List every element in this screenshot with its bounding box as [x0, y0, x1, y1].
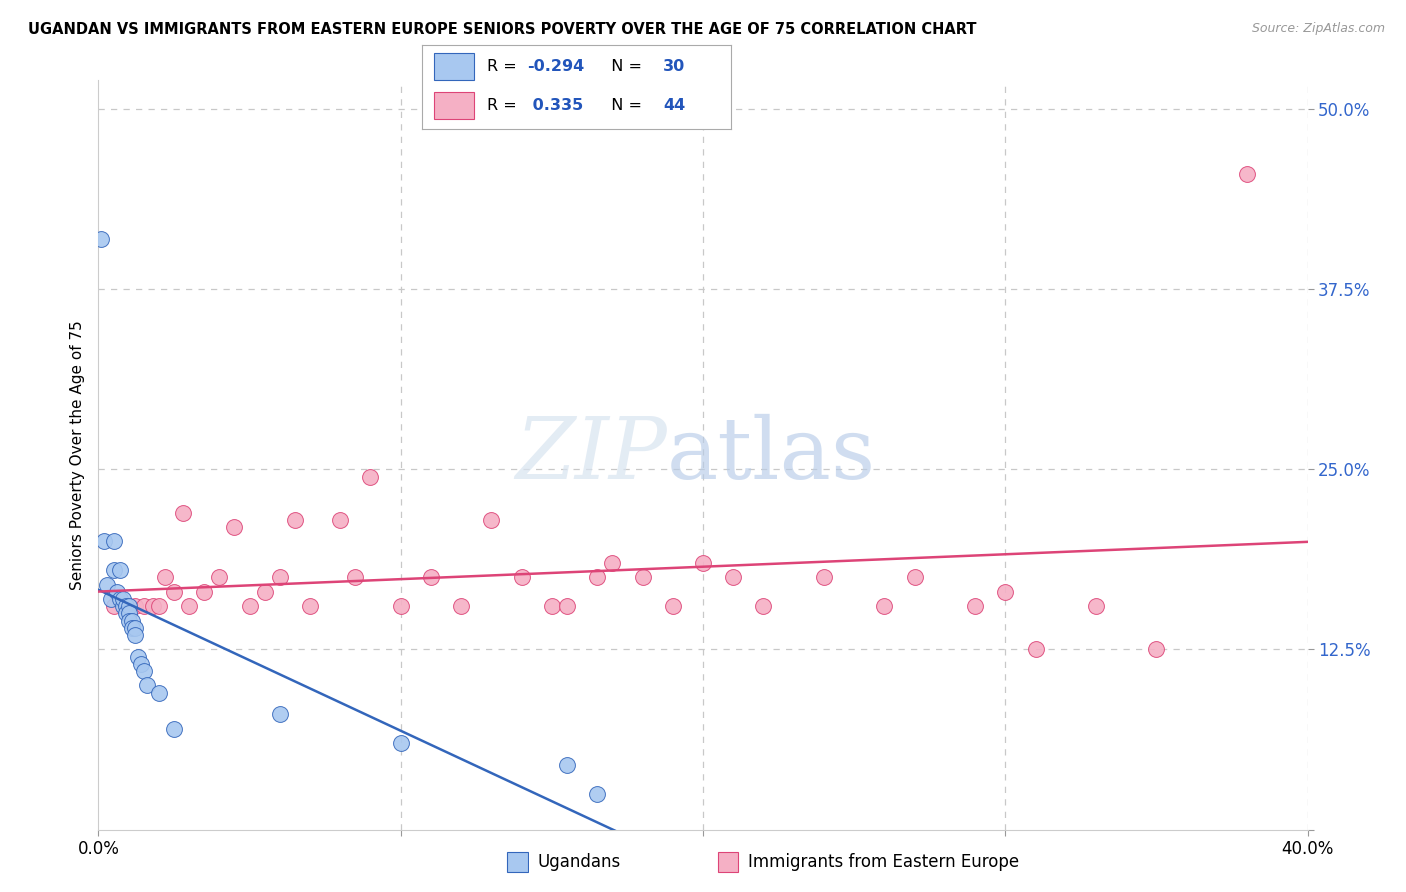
- Point: [555, 757, 578, 772]
- Point: [163, 722, 186, 736]
- Point: [142, 599, 165, 614]
- Point: [163, 584, 186, 599]
- Point: [118, 614, 141, 628]
- Point: [118, 607, 141, 621]
- Point: [253, 584, 276, 599]
- Point: [100, 592, 122, 607]
- Point: [586, 570, 609, 584]
- Point: [661, 599, 683, 614]
- Text: UGANDAN VS IMMIGRANTS FROM EASTERN EUROPE SENIORS POVERTY OVER THE AGE OF 75 COR: UGANDAN VS IMMIGRANTS FROM EASTERN EUROP…: [28, 22, 977, 37]
- Point: [148, 599, 170, 614]
- Point: [179, 599, 201, 614]
- Point: [813, 570, 835, 584]
- Point: [103, 534, 125, 549]
- Point: [299, 599, 322, 614]
- Point: [124, 621, 146, 635]
- Text: atlas: atlas: [666, 413, 876, 497]
- Point: [114, 599, 136, 614]
- Point: [723, 570, 745, 584]
- Point: [692, 556, 714, 570]
- Point: [1236, 167, 1258, 181]
- Point: [132, 664, 155, 678]
- Point: [1024, 642, 1046, 657]
- Point: [103, 599, 125, 614]
- Text: N =: N =: [602, 98, 647, 113]
- Text: R =: R =: [486, 98, 522, 113]
- Point: [1144, 642, 1167, 657]
- Point: [224, 520, 246, 534]
- Bar: [718, 852, 738, 871]
- Point: [90, 232, 112, 246]
- Point: [360, 469, 382, 483]
- Point: [965, 599, 987, 614]
- Point: [420, 570, 443, 584]
- Text: 0.335: 0.335: [527, 98, 583, 113]
- Point: [994, 584, 1017, 599]
- Point: [602, 556, 624, 570]
- Text: 30: 30: [664, 59, 685, 74]
- Point: [284, 513, 307, 527]
- Point: [129, 657, 152, 671]
- Point: [481, 513, 503, 527]
- Point: [103, 563, 125, 577]
- Point: [108, 592, 131, 607]
- Point: [127, 649, 149, 664]
- Point: [344, 570, 367, 584]
- Point: [105, 584, 128, 599]
- Point: [510, 570, 533, 584]
- Point: [121, 614, 143, 628]
- Point: [208, 570, 231, 584]
- Point: [269, 570, 291, 584]
- Point: [132, 599, 155, 614]
- Point: [555, 599, 578, 614]
- Point: [118, 599, 141, 614]
- Point: [631, 570, 654, 584]
- Point: [118, 599, 141, 614]
- Point: [389, 736, 412, 750]
- Text: R =: R =: [486, 59, 522, 74]
- Point: [329, 513, 352, 527]
- Point: [124, 628, 146, 642]
- Point: [873, 599, 896, 614]
- Bar: [434, 54, 474, 80]
- Y-axis label: Seniors Poverty Over the Age of 75: Seniors Poverty Over the Age of 75: [69, 320, 84, 590]
- Bar: [508, 852, 527, 871]
- Point: [1085, 599, 1108, 614]
- Point: [172, 506, 194, 520]
- Point: [269, 707, 291, 722]
- Point: [389, 599, 412, 614]
- Point: [111, 599, 134, 614]
- Point: [239, 599, 262, 614]
- Point: [752, 599, 775, 614]
- Text: Immigrants from Eastern Europe: Immigrants from Eastern Europe: [748, 853, 1019, 871]
- Point: [450, 599, 472, 614]
- Point: [586, 787, 609, 801]
- Text: N =: N =: [602, 59, 647, 74]
- Text: -0.294: -0.294: [527, 59, 585, 74]
- Point: [193, 584, 215, 599]
- Point: [135, 678, 157, 692]
- Point: [114, 607, 136, 621]
- Bar: [434, 92, 474, 120]
- Point: [108, 563, 131, 577]
- Point: [153, 570, 176, 584]
- Point: [96, 577, 118, 591]
- Point: [121, 621, 143, 635]
- Point: [904, 570, 927, 584]
- Point: [540, 599, 562, 614]
- Text: Source: ZipAtlas.com: Source: ZipAtlas.com: [1251, 22, 1385, 36]
- Point: [93, 534, 115, 549]
- Text: Ugandans: Ugandans: [537, 853, 620, 871]
- Point: [148, 686, 170, 700]
- Point: [124, 599, 146, 614]
- Text: ZIP: ZIP: [515, 414, 666, 496]
- Point: [111, 592, 134, 607]
- Text: 44: 44: [664, 98, 685, 113]
